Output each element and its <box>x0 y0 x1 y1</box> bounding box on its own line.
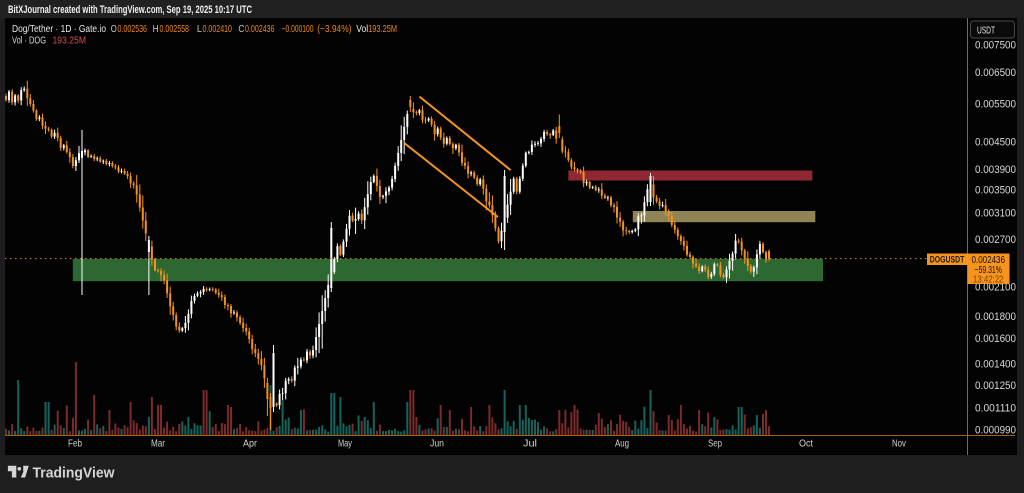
svg-text:Aug: Aug <box>615 439 629 450</box>
svg-text:0.001400: 0.001400 <box>975 359 1016 371</box>
svg-text:TradingView: TradingView <box>33 465 115 482</box>
svg-text:Vol · DOG: Vol · DOG <box>12 35 46 46</box>
svg-text:USDT: USDT <box>977 25 995 37</box>
svg-text:0.003100: 0.003100 <box>975 208 1016 220</box>
svg-text:0.002536: 0.002536 <box>118 24 148 35</box>
svg-text:0.003900: 0.003900 <box>975 164 1016 176</box>
svg-text:193.25M: 193.25M <box>368 24 397 35</box>
svg-text:BitXJournal created with Tradi: BitXJournal created with TradingView.com… <box>8 4 252 16</box>
svg-text:0.002436: 0.002436 <box>972 255 1006 266</box>
svg-text:0.001600: 0.001600 <box>975 333 1016 345</box>
svg-text:Sep: Sep <box>708 439 722 450</box>
svg-text:0.001110: 0.001110 <box>975 403 1016 415</box>
svg-text:Dog/Tether · 1D · Gate.io: Dog/Tether · 1D · Gate.io <box>12 24 106 35</box>
svg-text:C: C <box>238 24 244 35</box>
svg-text:0.004500: 0.004500 <box>975 137 1016 149</box>
svg-text:0.002700: 0.002700 <box>975 234 1016 246</box>
svg-text:0.000990: 0.000990 <box>975 424 1016 436</box>
svg-text:0.001800: 0.001800 <box>975 311 1016 323</box>
svg-text:May: May <box>338 439 352 450</box>
svg-text:0.003500: 0.003500 <box>975 185 1016 197</box>
svg-text:O: O <box>111 24 117 35</box>
svg-text:193.25M: 193.25M <box>53 35 87 46</box>
svg-text:−59.31%: −59.31% <box>975 265 1002 276</box>
svg-text:0.002436: 0.002436 <box>245 24 275 35</box>
svg-text:0.002100: 0.002100 <box>975 282 1016 294</box>
svg-text:Jun: Jun <box>430 439 444 450</box>
svg-text:(−3.94%): (−3.94%) <box>317 24 351 35</box>
svg-text:0.002558: 0.002558 <box>160 24 190 35</box>
svg-text:0.001250: 0.001250 <box>975 380 1016 392</box>
svg-text:−0.000100: −0.000100 <box>282 24 314 35</box>
svg-text:Jul: Jul <box>523 439 537 450</box>
svg-text:0.007500: 0.007500 <box>975 40 1016 52</box>
svg-text:H: H <box>153 24 159 35</box>
svg-text:Mar: Mar <box>151 439 166 450</box>
svg-text:Vol: Vol <box>356 24 368 35</box>
svg-text:0.002410: 0.002410 <box>203 24 233 35</box>
svg-text:0.005500: 0.005500 <box>975 99 1016 111</box>
svg-text:L: L <box>197 24 202 35</box>
svg-text:0.006500: 0.006500 <box>975 67 1016 79</box>
svg-text:Feb: Feb <box>68 439 82 450</box>
svg-text:Apr: Apr <box>243 439 258 450</box>
svg-text:DOGUSDT: DOGUSDT <box>930 255 965 266</box>
svg-text:Oct: Oct <box>799 439 813 450</box>
svg-text:13:42:22: 13:42:22 <box>973 274 1004 285</box>
svg-text:Nov: Nov <box>892 439 906 450</box>
